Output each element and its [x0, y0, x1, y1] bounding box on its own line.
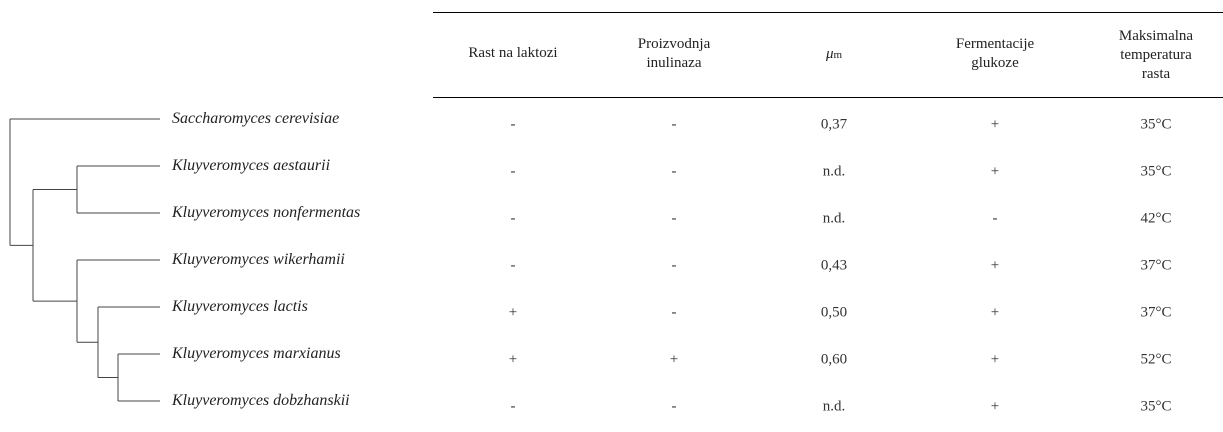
table-cell: 37°C — [1140, 257, 1172, 274]
header-growth-on-lactose: Rast na laktozi — [468, 45, 558, 61]
table-cell: 37°C — [1140, 304, 1172, 321]
table-cell: - — [671, 257, 677, 274]
species-name: Kluyveromyces marxianus — [172, 345, 341, 362]
table-cell: 35°C — [1140, 398, 1172, 415]
table-cell: 52°C — [1140, 351, 1172, 368]
phylogenetic-tree — [9, 118, 160, 402]
table-cell: 0,43 — [820, 257, 848, 274]
table-cell: - — [671, 116, 677, 133]
table-cell: - — [510, 116, 516, 133]
table-cell: 0,37 — [820, 116, 848, 133]
table-cell: - — [671, 304, 677, 321]
species-name: Kluyveromyces wikerhamii — [172, 251, 345, 268]
table-cell: - — [671, 163, 677, 180]
table-cell: - — [671, 398, 677, 415]
table-cell: - — [510, 257, 516, 274]
header-glucose-fermentation: Fermentacije glukoze — [955, 36, 1035, 71]
species-name: Kluyveromyces aestaurii — [172, 157, 331, 174]
table-cell: 0,60 — [820, 351, 848, 368]
table-top-rule — [433, 12, 1223, 13]
table-cell: 35°C — [1140, 116, 1172, 133]
table-cell: + — [669, 351, 679, 368]
table-cell: + — [508, 351, 518, 368]
table-cell: - — [671, 210, 677, 227]
table-cell: + — [990, 304, 1000, 321]
table-cell: + — [990, 398, 1000, 415]
table-cell: n.d. — [822, 210, 846, 227]
table-cell: - — [510, 163, 516, 180]
species-name: Kluyveromyces nonfermentas — [172, 204, 361, 221]
header-max-growth-temperature: Maksimalna temperatura rasta — [1118, 28, 1194, 82]
table-cell: + — [990, 351, 1000, 368]
header-bottom-rule — [433, 97, 1223, 98]
header-inulinase-production: Proizvodnja inulinaza — [637, 36, 711, 71]
table-cell: + — [990, 163, 1000, 180]
table-cell: 35°C — [1140, 163, 1172, 180]
species-name: Saccharomyces cerevisiae — [172, 110, 340, 127]
table-cell: - — [510, 398, 516, 415]
table-cell: n.d. — [822, 163, 846, 180]
header-mu-max: μm — [825, 46, 843, 62]
table-cell: - — [510, 210, 516, 227]
species-name: Kluyveromyces lactis — [172, 298, 308, 315]
table-cell: + — [990, 116, 1000, 133]
species-name: Kluyveromyces dobzhanskii — [172, 392, 350, 409]
table-cell: n.d. — [822, 398, 846, 415]
table-cell: + — [990, 257, 1000, 274]
table-cell: - — [992, 210, 998, 227]
table-cell: 0,50 — [820, 304, 848, 321]
table-cell: + — [508, 304, 518, 321]
table-cell: 42°C — [1140, 210, 1172, 227]
